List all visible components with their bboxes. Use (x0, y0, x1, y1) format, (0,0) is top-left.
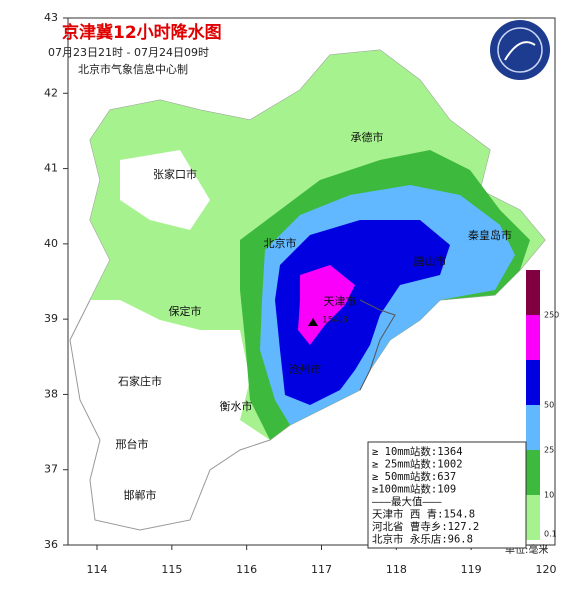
city-label: 唐山市 (414, 254, 447, 268)
producer: 北京市气象信息中心制 (78, 62, 188, 76)
stat-line: ≥ 50mm站数:637 (372, 470, 456, 483)
stat-line: ≥ 25mm站数:1002 (372, 458, 463, 471)
city-label: 衡水市 (220, 399, 253, 413)
rain-storm (275, 220, 450, 405)
max-marker (308, 318, 318, 326)
legend-swatch (526, 360, 540, 405)
y-tick-label: 40 (44, 237, 58, 250)
stat-line: ≥100mm站数:109 (372, 483, 456, 496)
x-tick-label: 119 (461, 563, 482, 576)
x-tick-label: 118 (386, 563, 407, 576)
legend-label: 0.1 (544, 530, 557, 539)
city-label: 承德市 (351, 130, 384, 144)
x-tick-label: 120 (536, 563, 557, 576)
stat-line: ———最大值——— (372, 495, 442, 508)
city-label: 北京市 (264, 236, 297, 250)
stat-line: 北京市 永乐店:96.8 (372, 533, 473, 546)
city-label: 保定市 (169, 304, 202, 318)
legend-swatch (526, 450, 540, 495)
y-tick-label: 38 (44, 387, 58, 400)
max-value: 154.8 (322, 316, 348, 326)
stat-line: ≥ 10mm站数:1364 (372, 445, 463, 458)
logo (490, 20, 550, 80)
legend-label: 10 (544, 491, 554, 500)
y-tick-label: 42 (44, 86, 58, 99)
legend-label: 250 (544, 311, 559, 320)
city-label: 邯郸市 (124, 488, 157, 502)
map-title: 京津冀12小时降水图 (62, 22, 222, 43)
x-tick-label: 114 (87, 563, 108, 576)
y-tick-label: 41 (44, 162, 58, 175)
stat-line: 河北省 曹寺乡:127.2 (372, 520, 479, 533)
x-tick-label: 116 (236, 563, 257, 576)
city-label: 秦皇岛市 (468, 228, 512, 242)
y-tick-label: 36 (44, 538, 58, 551)
legend-swatch (526, 495, 540, 540)
legend-swatch (526, 405, 540, 450)
city-label: 邢台市 (116, 437, 149, 451)
city-label: 石家庄市 (118, 374, 162, 388)
y-tick-label: 39 (44, 312, 58, 325)
legend-label: 25 (544, 446, 554, 455)
time-range: 07月23日21时 - 07月24日09时 (48, 46, 209, 59)
coastline (359, 299, 396, 391)
precip-shading (69, 49, 546, 531)
x-tick-label: 117 (311, 563, 332, 576)
legend-swatch (526, 315, 540, 360)
legend-swatch (526, 270, 540, 315)
stat-line: 天津市 西 青:154.8 (372, 508, 475, 521)
city-label: 天津市 (324, 294, 357, 308)
x-tick-label: 115 (161, 563, 182, 576)
legend-label: 50 (544, 401, 554, 410)
rain-white-patch (120, 150, 210, 230)
city-label: 张家口市 (153, 167, 197, 181)
city-label: 沧州市 (289, 362, 322, 376)
y-tick-label: 43 (44, 11, 58, 24)
y-tick-label: 37 (44, 463, 58, 476)
stats-box (367, 441, 527, 549)
